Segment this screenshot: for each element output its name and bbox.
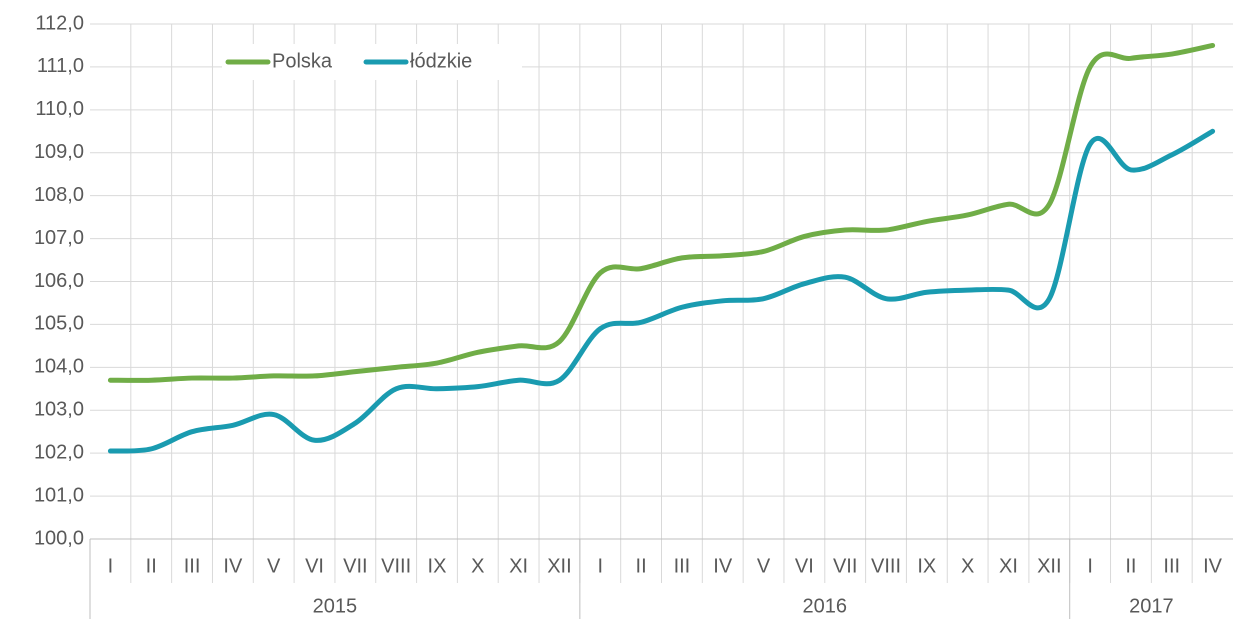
x-tick-label: I	[597, 555, 603, 577]
x-tick-label: VII	[343, 555, 367, 577]
x-tick-label: XII	[547, 555, 571, 577]
x-tick-label: X	[961, 555, 974, 577]
x-tick-label: III	[1163, 555, 1180, 577]
y-tick-label: 107,0	[34, 227, 84, 249]
group-label: 2015	[313, 595, 358, 617]
x-tick-label: II	[1125, 555, 1136, 577]
x-tick-label: V	[267, 555, 281, 577]
x-tick-label: X	[471, 555, 484, 577]
x-tick-label: VI	[795, 555, 814, 577]
x-tick-label: VIII	[871, 555, 901, 577]
y-tick-label: 104,0	[34, 356, 84, 378]
y-tick-label: 101,0	[34, 484, 84, 506]
y-tick-label: 110,0	[35, 98, 84, 120]
series-line	[107, 42, 1216, 383]
y-tick-label: 109,0	[34, 141, 84, 163]
x-tick-label: IV	[1203, 555, 1223, 577]
x-tick-label: VII	[833, 555, 857, 577]
y-tick-label: 112,0	[35, 12, 84, 34]
y-tick-label: 103,0	[34, 399, 84, 421]
x-tick-label: XI	[509, 555, 528, 577]
x-tick-label: VIII	[381, 555, 411, 577]
x-tick-label: I	[108, 555, 114, 577]
x-tick-label: IV	[223, 555, 243, 577]
x-tick-label: III	[674, 555, 691, 577]
x-tick-label: III	[184, 555, 201, 577]
legend-label: Polska	[272, 50, 333, 72]
y-tick-label: 108,0	[34, 184, 84, 206]
x-tick-label: V	[757, 555, 771, 577]
x-tick-label: II	[146, 555, 157, 577]
y-tick-label: 105,0	[34, 313, 84, 335]
series-line	[107, 128, 1216, 454]
legend-label: łódzkie	[410, 50, 472, 72]
y-tick-label: 100,0	[34, 527, 84, 549]
y-tick-label: 111,0	[37, 55, 84, 77]
y-tick-label: 102,0	[34, 441, 84, 463]
x-tick-label: IV	[713, 555, 733, 577]
x-tick-label: VI	[305, 555, 324, 577]
group-label: 2016	[803, 595, 848, 617]
y-tick-label: 106,0	[34, 270, 84, 292]
group-label: 2017	[1129, 595, 1174, 617]
x-tick-label: II	[636, 555, 647, 577]
x-tick-label: XII	[1037, 555, 1061, 577]
x-tick-label: IX	[428, 555, 447, 577]
x-tick-label: XI	[999, 555, 1018, 577]
x-tick-label: I	[1087, 555, 1093, 577]
x-tick-label: IX	[917, 555, 936, 577]
